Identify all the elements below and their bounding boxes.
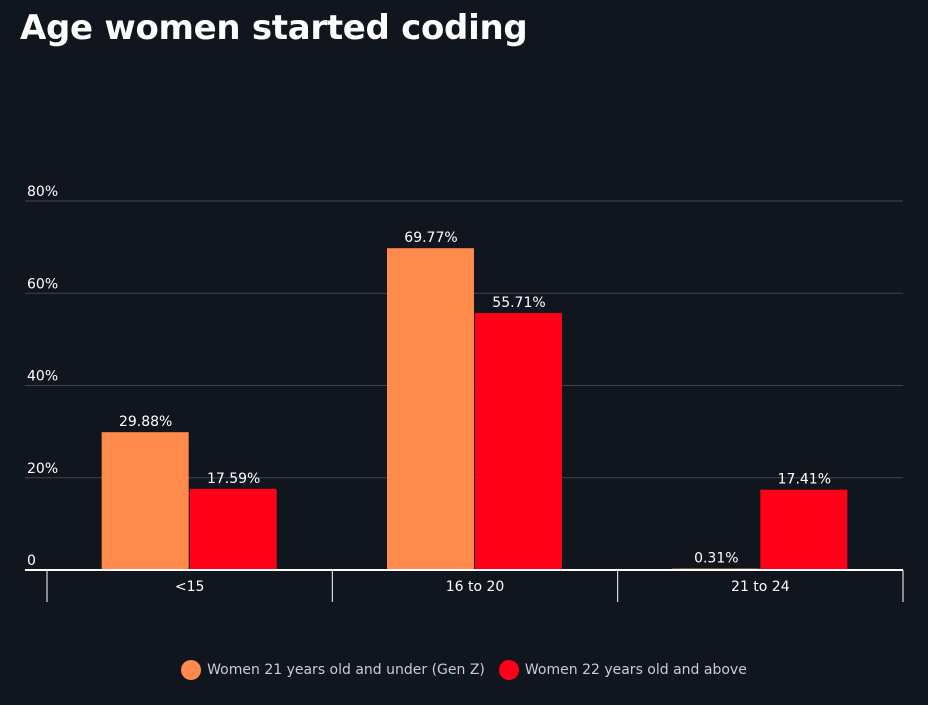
y-tick-label: 80% — [27, 184, 58, 200]
x-tick-label: 16 to 20 — [446, 579, 505, 595]
legend-swatch — [181, 660, 202, 680]
legend: Women 21 years old and under (Gen Z) Wome… — [0, 660, 928, 680]
y-tick-label: 0 — [27, 553, 36, 569]
y-tick-label: 60% — [27, 276, 58, 292]
data-label: 29.88% — [119, 414, 172, 430]
data-label: 69.77% — [404, 230, 457, 246]
bar-gen-z-0[interactable] — [101, 432, 189, 570]
bars-layer — [101, 248, 848, 570]
legend-label: Women 21 years old and under (Gen Z) — [207, 662, 485, 678]
legend-item[interactable]: Women 22 years old and above — [498, 660, 747, 680]
legend-swatch — [498, 660, 519, 680]
grid-layer: 0 20% 40% 60% 80% — [25, 184, 903, 569]
bar-gen-z-1[interactable] — [387, 248, 474, 570]
data-label: 55.71% — [492, 295, 545, 311]
legend-label: Women 22 years old and above — [524, 662, 747, 678]
x-tick-label: 21 to 24 — [731, 579, 790, 595]
x-axis: <15 16 to 20 21 to 24 — [25, 569, 904, 602]
data-labels-layer: 29.88% 17.59% 69.77% 55.71% 0.31% 17.41% — [119, 230, 831, 566]
data-label: 17.59% — [207, 471, 260, 487]
bar-older-1[interactable] — [475, 313, 562, 570]
y-tick-label: 20% — [27, 461, 58, 477]
chart-title: Age women started coding — [20, 8, 528, 48]
bar-older-0[interactable] — [189, 488, 277, 570]
data-label: 0.31% — [694, 551, 738, 567]
x-tick-label: <15 — [175, 579, 205, 595]
y-tick-label: 40% — [27, 369, 58, 385]
bar-older-2[interactable] — [760, 489, 848, 570]
legend-item[interactable]: Women 21 years old and under (Gen Z) — [181, 660, 485, 680]
data-label: 17.41% — [778, 472, 831, 488]
